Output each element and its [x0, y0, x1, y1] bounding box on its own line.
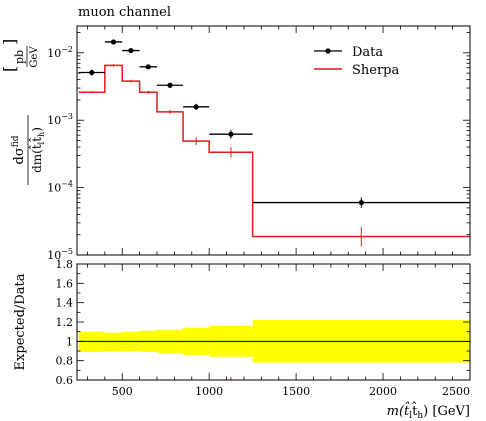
- ratio-ytick-label-2: 1: [66, 335, 73, 348]
- main-ytick-label-2: 10−3: [47, 112, 73, 127]
- data-point-6: [228, 131, 234, 137]
- data-point-3: [145, 64, 151, 70]
- ylabel-den-mid: t̂: [27, 137, 44, 142]
- main-ytick-exp: −3: [61, 112, 73, 121]
- ylabel-num: dσ: [12, 147, 27, 164]
- ylabel-den-sub2: h: [37, 132, 46, 137]
- svg-text:[: [: [0, 66, 19, 72]
- legend-sherpa-label: Sherpa: [352, 63, 400, 78]
- sherpa-histogram: [78, 64, 470, 238]
- main-ytick-label-0: 10−5: [47, 247, 73, 262]
- main-ytick-exp: −4: [61, 180, 73, 189]
- main-plot-frame: [76, 25, 471, 256]
- ratio-y-axis-label: Expected/Data: [13, 273, 28, 370]
- ylabel-unit-num: pb: [13, 50, 26, 64]
- ratio-ytick-label-5: 1.6: [56, 277, 74, 290]
- main-x-ticks: [87, 26, 471, 255]
- ratio-ytick-label-0: 0.6: [56, 374, 74, 387]
- x-axis-label: m(t̂lt̂h) [GeV]: [387, 401, 470, 421]
- data-point-5: [193, 104, 199, 110]
- main-ytick-exp: −5: [61, 247, 73, 256]
- ratio-x-ticks: 500 1000 1500 2000 2500: [87, 264, 471, 398]
- main-ytick-label-1: 10−4: [47, 180, 73, 195]
- xlabel-sub1: l: [409, 411, 412, 421]
- main-panel: 10−510−410−310−2: [47, 25, 471, 262]
- svg-text:dσfid: dσfid: [11, 135, 27, 164]
- main-ytick-label-3: 10−2: [47, 45, 73, 60]
- main-ytick-base: 10: [47, 114, 61, 127]
- main-ytick-base: 10: [47, 182, 61, 195]
- chart-title: muon channel: [78, 5, 171, 20]
- x-tick-label-3: 2000: [369, 385, 397, 398]
- xlabel-mid: t̂: [411, 401, 418, 419]
- main-ytick-exp: −2: [61, 45, 73, 54]
- main-ytick-base: 10: [47, 249, 61, 262]
- x-tick-label-0: 500: [112, 385, 133, 398]
- svg-text:dm(t̂lt̂h): dm(t̂lt̂h): [27, 127, 46, 173]
- data-point-1: [110, 39, 117, 45]
- ratio-ytick-label-6: 1.8: [56, 258, 74, 271]
- ratio-ytick-label-4: 1.4: [56, 297, 74, 310]
- ratio-y-ticks: 0.6 0.8 1 1.2 1.4 1.6 1.8: [56, 258, 470, 387]
- data-point-0: [89, 69, 95, 76]
- ylabel-num-sup: fid: [11, 135, 21, 147]
- ylabel-unit-den: GeV: [29, 46, 40, 68]
- ylabel-den-sub1: l: [37, 141, 46, 144]
- data-point-2: [128, 47, 134, 54]
- ylabel-den-end: ): [30, 127, 44, 132]
- x-tick-label-2: 1500: [282, 385, 310, 398]
- ylabel-den: dm(t̂: [27, 144, 44, 173]
- ratio-panel: 0.6 0.8 1 1.2 1.4 1.6 1.8 500 1000 1500 2000 2500: [56, 258, 471, 398]
- x-tick-label-4: 2500: [442, 385, 470, 398]
- legend: Data Sherpa: [314, 45, 400, 78]
- xlabel-suffix: ) [GeV]: [423, 404, 470, 419]
- x-tick-label-1: 1000: [195, 385, 223, 398]
- xlabel-sub2: h: [417, 411, 423, 421]
- main-y-axis-label: dσfid dm(t̂lt̂h) [ pb GeV ]: [0, 39, 46, 185]
- legend-data-label: Data: [352, 45, 383, 60]
- xlabel-prefix: m(t̂: [387, 401, 411, 419]
- ratio-ytick-label-1: 0.8: [56, 355, 74, 368]
- legend-data-marker: [325, 48, 331, 54]
- data-point-7: [358, 199, 364, 206]
- svg-text:]: ]: [0, 39, 19, 45]
- ratio-ytick-label-3: 1.2: [56, 316, 74, 329]
- main-y-ticks: 10−510−410−310−2: [47, 32, 470, 262]
- data-point-4: [167, 82, 173, 88]
- main-ytick-base: 10: [47, 47, 61, 60]
